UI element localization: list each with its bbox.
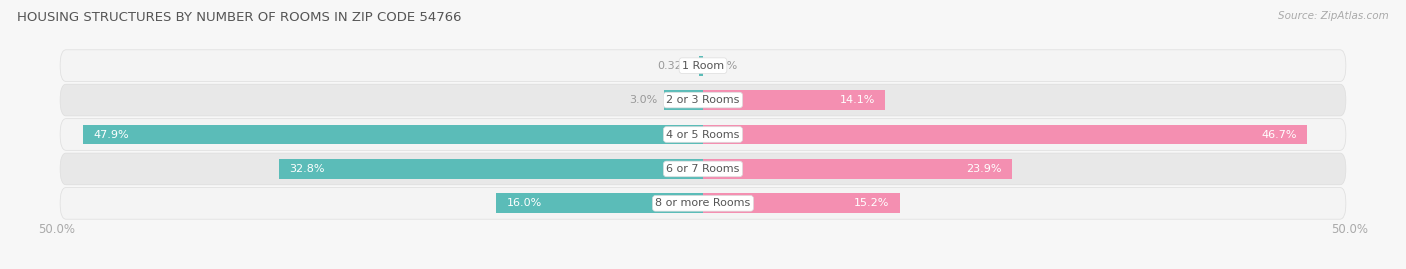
Text: 0.32%: 0.32%	[657, 61, 692, 71]
FancyBboxPatch shape	[60, 50, 1346, 82]
FancyBboxPatch shape	[60, 119, 1346, 150]
Bar	[703, 125, 1308, 144]
Text: 46.7%: 46.7%	[1261, 129, 1296, 140]
FancyBboxPatch shape	[60, 153, 1346, 185]
Bar	[703, 193, 900, 213]
Text: 8 or more Rooms: 8 or more Rooms	[655, 198, 751, 208]
Bar	[83, 125, 703, 144]
Text: HOUSING STRUCTURES BY NUMBER OF ROOMS IN ZIP CODE 54766: HOUSING STRUCTURES BY NUMBER OF ROOMS IN…	[17, 11, 461, 24]
FancyBboxPatch shape	[60, 187, 1346, 219]
Text: 6 or 7 Rooms: 6 or 7 Rooms	[666, 164, 740, 174]
Bar	[496, 193, 703, 213]
Text: 3.0%: 3.0%	[630, 95, 658, 105]
Text: 32.8%: 32.8%	[290, 164, 325, 174]
Text: 4 or 5 Rooms: 4 or 5 Rooms	[666, 129, 740, 140]
Text: 0.0%: 0.0%	[710, 61, 738, 71]
Bar	[699, 56, 703, 76]
Bar	[703, 159, 1012, 179]
Text: 16.0%: 16.0%	[506, 198, 541, 208]
Text: 23.9%: 23.9%	[966, 164, 1002, 174]
FancyBboxPatch shape	[60, 84, 1346, 116]
Text: 47.9%: 47.9%	[94, 129, 129, 140]
Bar	[278, 159, 703, 179]
Text: 2 or 3 Rooms: 2 or 3 Rooms	[666, 95, 740, 105]
Text: 15.2%: 15.2%	[853, 198, 889, 208]
Text: 1 Room: 1 Room	[682, 61, 724, 71]
Bar	[703, 90, 886, 110]
Text: Source: ZipAtlas.com: Source: ZipAtlas.com	[1278, 11, 1389, 21]
Bar	[664, 90, 703, 110]
Text: 14.1%: 14.1%	[839, 95, 875, 105]
